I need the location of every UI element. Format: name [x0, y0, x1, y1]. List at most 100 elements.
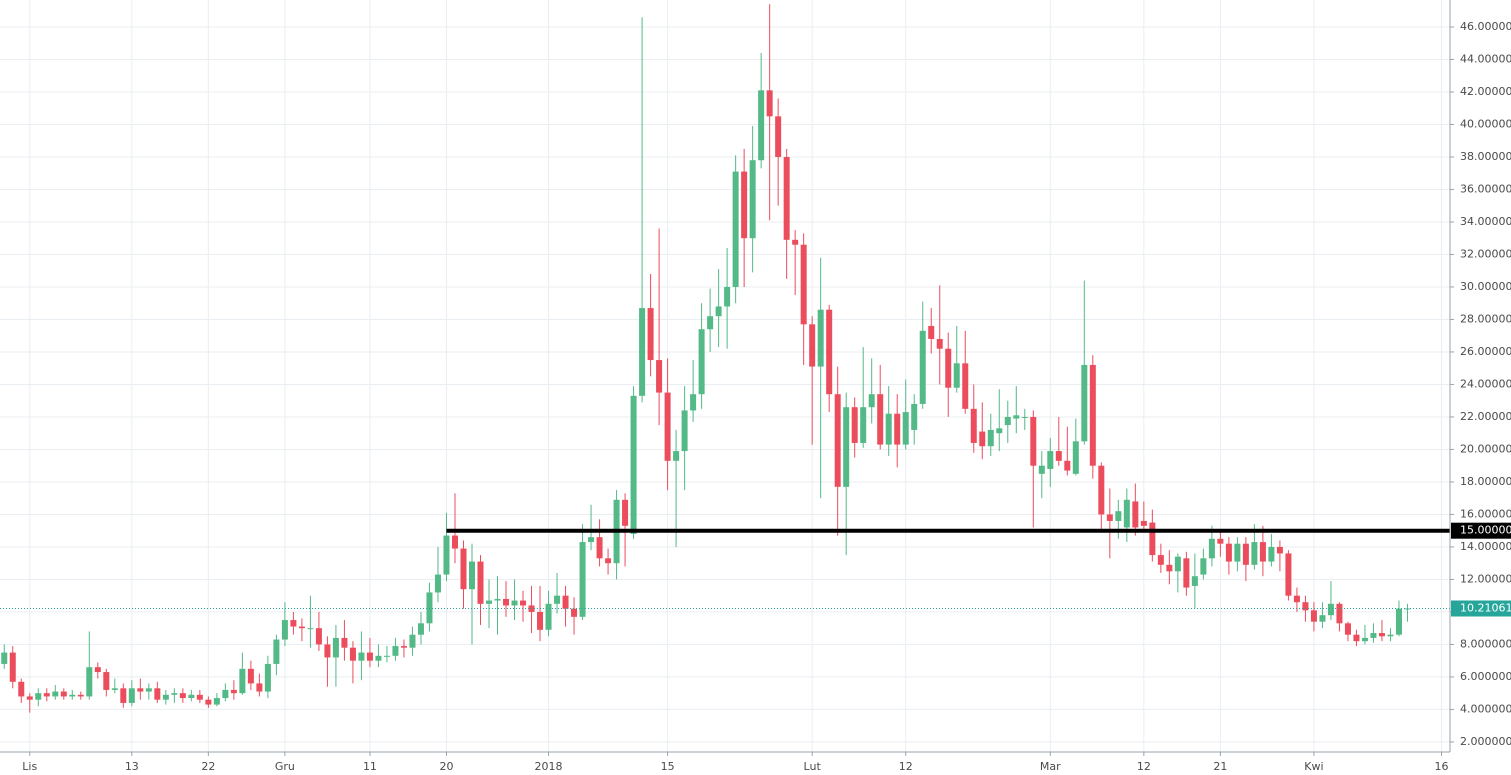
candle-body	[281, 620, 288, 640]
candle-body	[1310, 610, 1317, 622]
candle-body	[511, 600, 518, 606]
candle-body	[264, 663, 271, 692]
candle-body	[145, 688, 152, 692]
candle-body	[1353, 634, 1360, 642]
candle-body	[375, 655, 382, 661]
candle-body	[1004, 416, 1011, 426]
x-tick-label: 21	[1213, 760, 1227, 773]
candle-body	[1285, 553, 1292, 596]
candle-body	[1038, 465, 1045, 474]
candle-body	[911, 403, 918, 430]
x-tick-label: 13	[125, 760, 139, 773]
candle-body	[341, 637, 348, 648]
candle-body	[1387, 634, 1394, 637]
candle-body	[656, 360, 663, 393]
candles	[0, 4, 1450, 713]
candle-body	[902, 412, 909, 445]
candle-body	[843, 407, 850, 487]
candle-body	[1021, 416, 1028, 418]
candle-body	[247, 668, 254, 684]
candle-body	[885, 413, 892, 445]
candle-body	[188, 694, 195, 699]
candle-body	[758, 90, 765, 161]
candle-body	[537, 611, 544, 630]
candle-body	[1047, 451, 1054, 469]
candle-body	[545, 603, 552, 630]
candle-body	[1208, 538, 1215, 559]
candle-body	[468, 561, 475, 590]
candle-body	[1, 652, 8, 664]
candle-body	[307, 628, 314, 630]
candle-body	[766, 90, 773, 117]
y-tick-label: 32.000000	[1460, 247, 1511, 260]
candle-body	[383, 655, 390, 657]
candle-body	[715, 306, 722, 317]
candle-body	[9, 652, 16, 682]
candle-body	[230, 689, 237, 694]
y-tick-label: 20.000000	[1460, 442, 1511, 455]
candle-body	[290, 620, 297, 627]
y-tick-label: 44.000000	[1460, 52, 1511, 65]
candle-body	[94, 667, 101, 673]
candle-body	[698, 329, 705, 395]
last-price-box	[1451, 600, 1511, 617]
candle-body	[1302, 602, 1309, 611]
candle-body	[800, 244, 807, 325]
candle-body	[826, 309, 833, 395]
y-tick-label: 38.000000	[1460, 150, 1511, 163]
candle-body	[945, 348, 952, 388]
candle-body	[1395, 608, 1402, 635]
candle-body	[1251, 542, 1258, 565]
candle-body	[434, 574, 441, 593]
candle-body	[987, 429, 994, 447]
candle-body	[1327, 603, 1334, 616]
candle-body	[332, 637, 339, 658]
candle-body	[605, 558, 612, 564]
y-tick-label: 4.000000	[1460, 702, 1511, 715]
candle-body	[60, 691, 67, 697]
candle-body	[1081, 364, 1088, 442]
candle-body	[1157, 555, 1164, 565]
candle-body	[315, 628, 322, 645]
y-tick-label: 42.000000	[1460, 85, 1511, 98]
x-tick-label: 2018	[535, 760, 563, 773]
candle-body	[1234, 543, 1241, 562]
candle-body	[554, 595, 561, 604]
candle-body	[851, 407, 858, 443]
candle-body	[1259, 542, 1266, 562]
candle-body	[77, 694, 84, 697]
x-tick-label: 12	[899, 760, 913, 773]
candle-body	[443, 535, 450, 575]
x-tick-label: Mar	[1040, 760, 1061, 773]
candle-body	[630, 395, 637, 534]
candle-body	[1072, 441, 1079, 474]
candle-body	[298, 626, 305, 629]
x-tick-label: 11	[363, 760, 377, 773]
candle-body	[571, 608, 578, 617]
candle-body	[1064, 460, 1071, 471]
candle-body	[868, 394, 875, 408]
candle-body	[1319, 615, 1326, 622]
candle-body	[775, 116, 782, 157]
candle-body	[996, 428, 1003, 434]
candle-body	[460, 548, 467, 590]
candle-body	[120, 688, 127, 703]
candle-body	[1225, 543, 1232, 562]
y-tick-label: 26.000000	[1460, 345, 1511, 358]
candle-body	[18, 681, 25, 697]
y-tick-label: 30.000000	[1460, 280, 1511, 293]
candle-body	[256, 683, 263, 692]
candle-body	[1200, 558, 1207, 575]
x-tick-label: 22	[201, 760, 215, 773]
y-tick-label: 24.000000	[1460, 377, 1511, 390]
candle-body	[860, 407, 867, 443]
y-tick-label: 46.000000	[1460, 20, 1511, 33]
candle-body	[1242, 543, 1249, 565]
candle-body	[673, 451, 680, 461]
candle-body	[1132, 501, 1139, 528]
candle-body	[179, 693, 186, 699]
candle-body	[1276, 546, 1283, 554]
candle-body	[451, 535, 458, 549]
x-tick-label: Lut	[804, 760, 822, 773]
